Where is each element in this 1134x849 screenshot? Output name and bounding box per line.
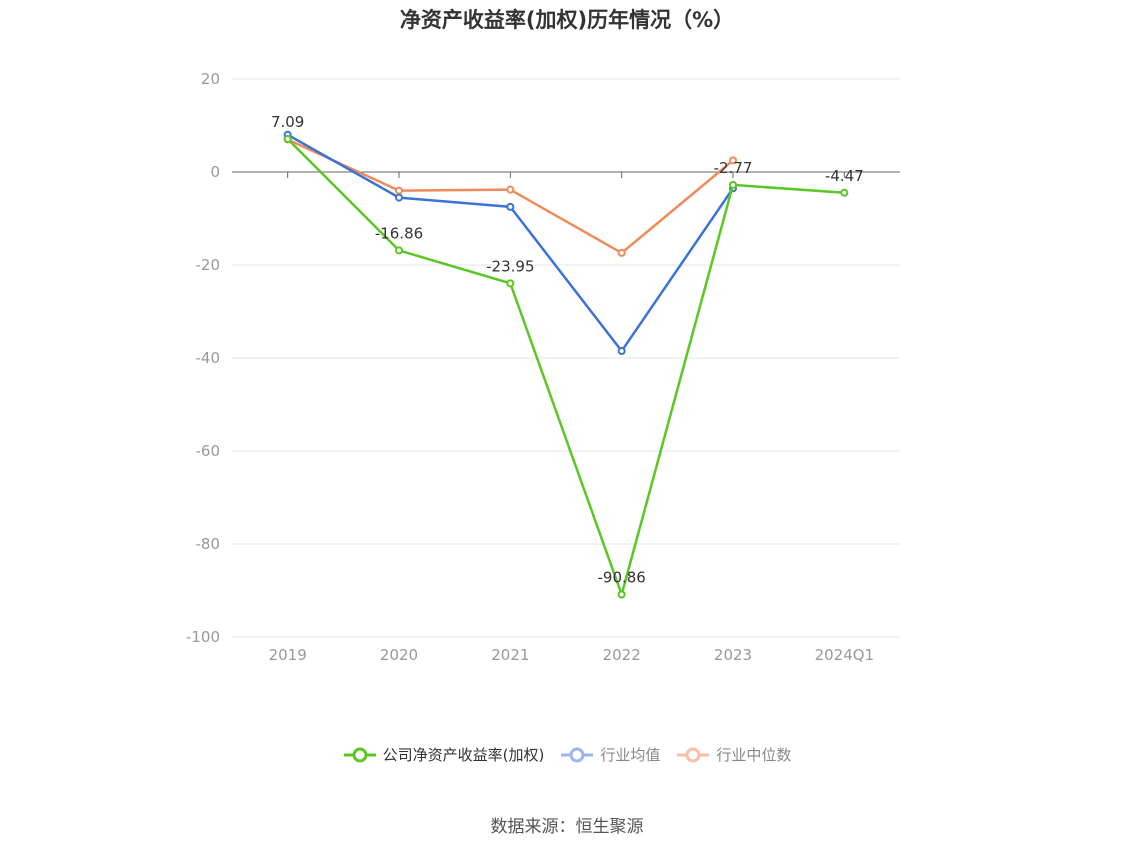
x-tick-label: 2020 (380, 646, 418, 664)
legend-item-industry-mean[interactable]: 行业均值 (560, 744, 660, 765)
legend-marker-industry-mean (561, 747, 594, 762)
legend-item-industry-median[interactable]: 行业中位数 (676, 744, 791, 765)
data-label: -2.77 (714, 159, 753, 177)
data-point-2 (729, 156, 737, 165)
legend-label-industry-median: 行业中位数 (716, 746, 792, 764)
x-tick-label: 2022 (603, 646, 641, 664)
series-lines (283, 130, 849, 599)
data-point-0 (840, 188, 849, 197)
y-tick-label: -40 (196, 349, 221, 367)
data-label: -4.47 (825, 167, 864, 185)
data-label: -16.86 (375, 224, 423, 242)
y-tick-label: -100 (186, 628, 220, 646)
data-label: 7.09 (271, 113, 304, 131)
series-line-2 (287, 138, 734, 255)
x-tick-label: 2024Q1 (815, 646, 875, 664)
data-label: -90.86 (597, 568, 645, 586)
legend-marker-industry-median (677, 747, 710, 762)
data-point-1 (506, 202, 515, 211)
x-tick-label: 2019 (269, 646, 307, 664)
legend-label-industry-mean: 行业均值 (600, 746, 661, 764)
x-tick-label: 2023 (714, 646, 752, 664)
y-tick-label: 0 (210, 163, 220, 181)
y-tick-label: -60 (196, 442, 221, 460)
y-axis-ticks: 20 0 -20 -40 -60 -80 -100 (186, 70, 220, 646)
legend: 公司净资产收益率(加权) 行业均值 行业中位数 (0, 744, 1134, 765)
legend-marker-company (343, 747, 376, 762)
series-line-0 (286, 138, 845, 596)
data-point-0 (729, 180, 737, 189)
y-tick-label: -20 (196, 256, 221, 274)
data-label: -23.95 (486, 257, 534, 275)
y-tick-label: 20 (201, 70, 220, 88)
data-point-1 (617, 347, 626, 356)
data-point-0 (283, 135, 292, 144)
data-point-2 (617, 248, 626, 257)
series-line-1 (287, 133, 735, 353)
data-point-2 (506, 185, 515, 194)
legend-label-company: 公司净资产收益率(加权) (382, 746, 545, 764)
data-source: 数据来源：恒生聚源 (490, 817, 644, 837)
data-point-2 (395, 186, 403, 195)
data-point-0 (506, 279, 515, 288)
chart-title: 净资产收益率(加权)历年情况（%） (399, 8, 735, 32)
x-axis: 2019 2020 2021 2022 2023 2024Q1 (269, 172, 875, 664)
data-point-1 (395, 193, 403, 202)
legend-item-company[interactable]: 公司净资产收益率(加权) (343, 744, 545, 765)
x-tick-label: 2021 (491, 646, 529, 664)
data-point-0 (617, 590, 626, 599)
grid-lines (232, 78, 900, 638)
data-point-0 (395, 246, 403, 255)
data-labels: 7.09 -16.86 -23.95 -90.86 -2.77 -4.47 (271, 113, 864, 586)
y-tick-label: -80 (196, 535, 221, 553)
